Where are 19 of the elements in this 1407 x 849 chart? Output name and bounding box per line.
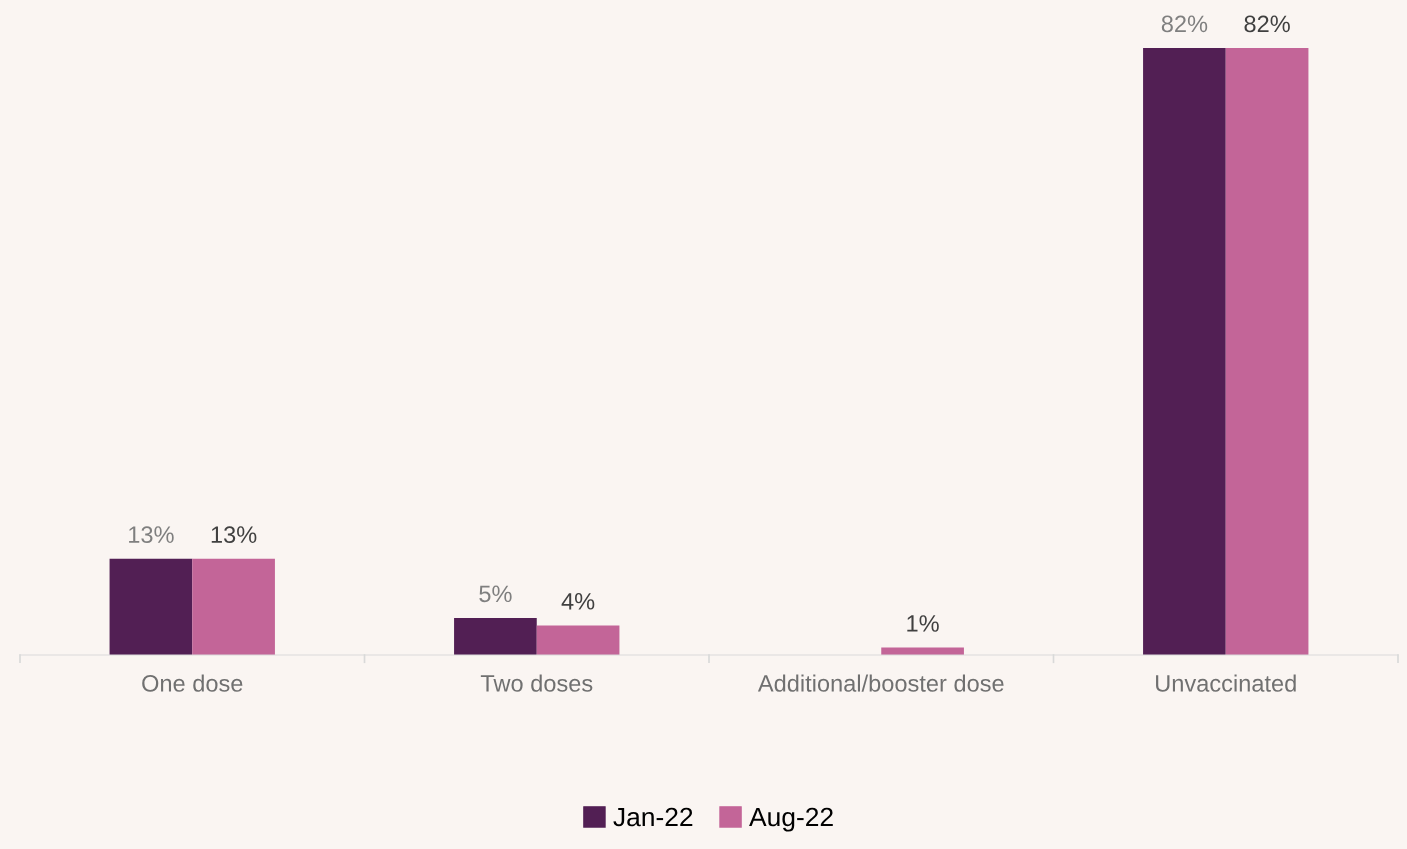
x-tick-label: Unvaccinated (1156, 674, 1296, 692)
data-label: 1% (907, 615, 939, 632)
x-tick-label: Additional/booster dose (757, 674, 1004, 692)
bar (192, 558, 275, 655)
bar (536, 625, 620, 655)
data-label: 82% (1244, 15, 1290, 33)
data-label: 4% (561, 593, 595, 610)
data-label: 82% (1161, 15, 1208, 33)
bar (1143, 48, 1226, 655)
data-label: 5% (479, 585, 512, 603)
x-tick-label: One dose (142, 674, 243, 692)
data-label: 13% (211, 526, 257, 543)
bar (109, 558, 193, 655)
x-tick-label: Two doses (480, 674, 593, 692)
data-label: 13% (129, 526, 174, 543)
bar (454, 617, 537, 655)
bar (1225, 48, 1309, 655)
legend-label: Jan-22 (613, 807, 693, 827)
legend-label: Aug-22 (749, 807, 833, 832)
